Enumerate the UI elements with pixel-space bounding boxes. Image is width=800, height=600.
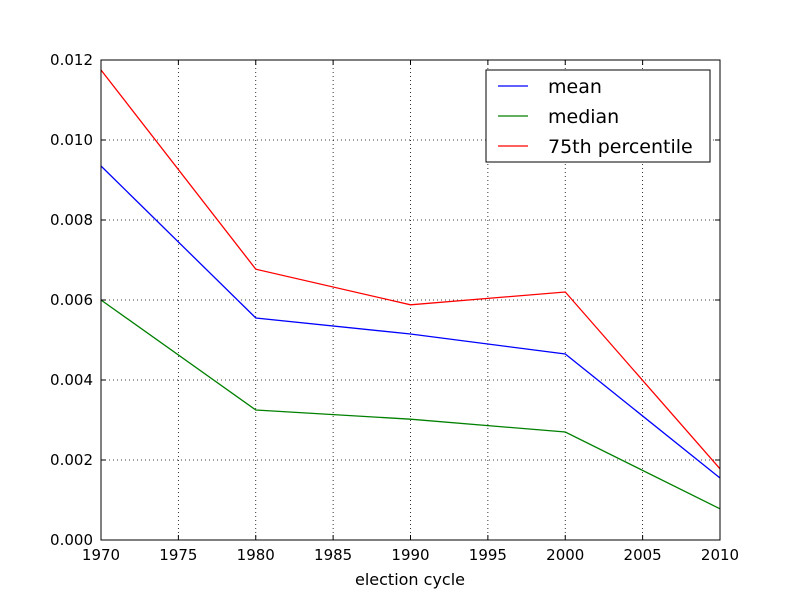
x-tick-label: 1995 xyxy=(469,546,507,564)
legend: mean median 75th percentile xyxy=(485,69,711,163)
y-tick-label: 0.002 xyxy=(50,451,93,469)
series-line-median xyxy=(100,299,721,510)
y-tick-label: 0.008 xyxy=(50,211,93,229)
series-line-mean xyxy=(100,165,721,479)
x-tick-label: 1980 xyxy=(237,546,275,564)
y-tick-label: 0.006 xyxy=(50,291,93,309)
series-line-75th-percentile xyxy=(100,69,721,470)
tick-marks xyxy=(100,59,721,541)
legend-label-median: median xyxy=(548,106,619,128)
x-tick-label: 2010 xyxy=(701,546,739,564)
y-tick-labels: 0.000 0.002 0.004 0.006 0.008 0.010 0.012 xyxy=(50,51,93,549)
series-layer xyxy=(100,69,721,510)
x-tick-label: 2005 xyxy=(624,546,662,564)
x-tick-label: 1975 xyxy=(159,546,197,564)
legend-label-mean: mean xyxy=(548,76,602,98)
y-tick-label: 0.000 xyxy=(50,531,93,549)
y-tick-label: 0.012 xyxy=(50,51,93,69)
x-tick-label: 1985 xyxy=(314,546,352,564)
legend-label-75th-percentile: 75th percentile xyxy=(548,136,693,158)
x-tick-label: 1970 xyxy=(82,546,120,564)
x-axis-label: election cycle xyxy=(355,570,465,589)
y-tick-label: 0.004 xyxy=(50,371,93,389)
x-tick-label: 2000 xyxy=(546,546,584,564)
y-tick-label: 0.010 xyxy=(50,131,93,149)
x-tick-label: 1990 xyxy=(391,546,429,564)
x-tick-labels: 1970 1975 1980 1985 1990 1995 2000 2005 2010 xyxy=(82,546,739,564)
